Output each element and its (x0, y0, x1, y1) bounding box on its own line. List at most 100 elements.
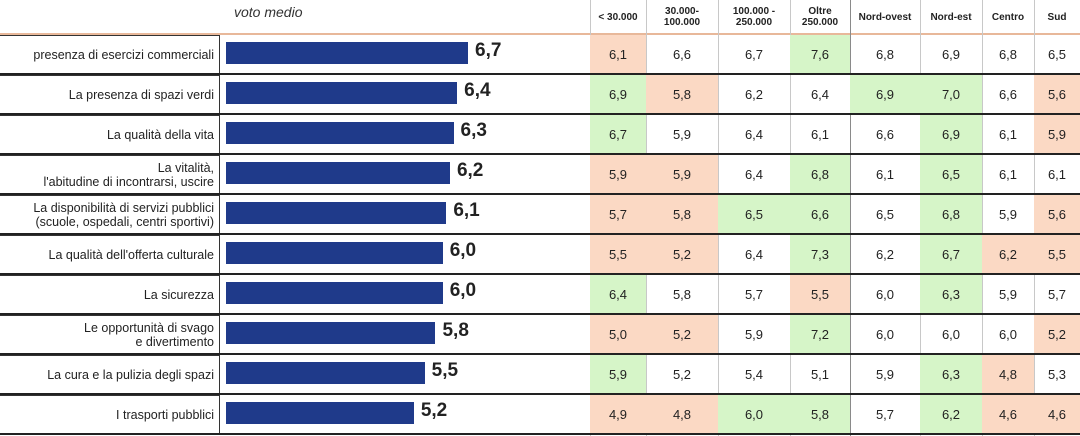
table-cell: 6,0 (875, 326, 895, 342)
table-cell: 6,6 (790, 195, 850, 233)
bar-value-label: 5,5 (431, 360, 459, 381)
header-rule (0, 33, 1080, 35)
table-cell: 5,6 (1034, 195, 1080, 233)
table-cell: 6,6 (875, 126, 895, 142)
table-cell: 6,9 (850, 75, 920, 113)
table-cell: 6,9 (941, 46, 961, 62)
row-separator (0, 153, 1080, 155)
table-cell: 6,6 (998, 86, 1018, 102)
chart-title: voto medio (234, 4, 303, 20)
table-cell: 6,1 (998, 166, 1018, 182)
table-cell: 6,1 (875, 166, 895, 182)
table-cell: 5,1 (810, 366, 830, 382)
row-separator (0, 313, 1080, 315)
table-cell: 6,7 (744, 46, 764, 62)
table-cell: 5,8 (646, 75, 718, 113)
table-row: La presenza di spazi verdi 6,4 6,9 5,8 6,2 6,… (0, 75, 1080, 115)
row-separator (0, 393, 1080, 395)
table-row: Le opportunità di svago e divertimento 5,… (0, 315, 1080, 355)
table-row: I trasporti pubblici 5,2 4,9 4,8 6,0 5,8 5,7 6,… (0, 395, 1080, 435)
bar (226, 122, 454, 144)
table-cell: 5,9 (875, 366, 895, 382)
table-cell: 5,9 (590, 355, 646, 393)
table-cell: 5,7 (590, 195, 646, 233)
table-cell: 6,3 (920, 275, 982, 313)
bar (226, 282, 443, 304)
table-header: voto medio < 30.000 30.000- 100.000 100.00… (0, 0, 1080, 34)
row-separator (0, 273, 1080, 275)
table-cell: 6,5 (920, 155, 982, 193)
table-cell: 4,8 (646, 395, 718, 433)
table-cell: 6,7 (920, 235, 982, 273)
column-header: Nord-est (930, 11, 972, 23)
table-cell: 4,9 (590, 395, 646, 433)
table-cell: 7,6 (790, 35, 850, 73)
table-cell: 6,4 (744, 126, 764, 142)
table-cell: 6,2 (875, 246, 895, 262)
bar-value-label: 6,0 (449, 280, 477, 301)
bar-value-label: 5,2 (420, 400, 448, 421)
bar (226, 42, 468, 64)
table-cell: 5,7 (875, 406, 895, 422)
table-cell: 5,4 (744, 366, 764, 382)
table-cell: 5,6 (1034, 75, 1080, 113)
table-cell: 5,2 (646, 235, 718, 273)
table-cell: 6,0 (875, 286, 895, 302)
table-row: La sicurezza 6,0 6,4 5,8 5,7 5,5 6,0 6,3 5,9 5,7 (0, 275, 1080, 315)
table-cell: 5,9 (590, 155, 646, 193)
table-row: La disponibilità di servizi pubblici (sc… (0, 195, 1080, 235)
category-label: La disponibilità di servizi pubblici (sc… (0, 195, 220, 235)
bar-value-label: 6,7 (475, 40, 502, 61)
bar (226, 322, 436, 344)
grid-line (850, 0, 851, 436)
table-cell: 6,2 (982, 235, 1034, 273)
bar (226, 82, 458, 104)
table-cell: 5,2 (1034, 315, 1080, 353)
category-label: I trasporti pubblici (0, 395, 220, 435)
bar (226, 202, 447, 224)
bar-value-label: 6,3 (460, 120, 487, 141)
table-cell: 5,9 (744, 326, 764, 342)
table-cell: 5,3 (1047, 366, 1067, 382)
category-label: Le opportunità di svago e divertimento (0, 315, 220, 355)
bar-value-label: 6,0 (449, 240, 477, 261)
grid-line (982, 0, 983, 436)
table-cell: 6,5 (875, 206, 895, 222)
table-cell: 6,5 (1047, 46, 1067, 62)
table-row: La cura e la pulizia degli spazi 5,5 5,9 5,… (0, 355, 1080, 395)
bar-value-label: 5,8 (442, 320, 469, 341)
table-cell: 6,4 (744, 246, 764, 262)
row-separator (0, 73, 1080, 75)
table-cell: 5,8 (646, 195, 718, 233)
bar (226, 162, 450, 184)
bar (226, 402, 414, 424)
table-cell: 5,5 (1034, 235, 1080, 273)
row-separator (0, 353, 1080, 355)
table-cell: 6,2 (920, 395, 982, 433)
table-cell: 5,9 (646, 155, 718, 193)
table-cell: 6,0 (718, 395, 790, 433)
table-cell: 6,9 (920, 115, 982, 153)
bar (226, 242, 443, 264)
table-cell: 6,0 (941, 326, 961, 342)
table-cell: 6,2 (744, 86, 764, 102)
row-separator (0, 113, 1080, 115)
table-cell: 5,7 (1047, 286, 1067, 302)
table-cell: 7,2 (790, 315, 850, 353)
table-cell: 6,4 (810, 86, 830, 102)
table-cell: 5,5 (590, 235, 646, 273)
table-row: La qualità dell'offerta culturale 6,0 5,5 5… (0, 235, 1080, 275)
table-cell: 5,2 (646, 315, 718, 353)
category-label: La cura e la pulizia degli spazi (0, 355, 220, 395)
table-cell: 4,6 (982, 395, 1034, 433)
column-header: Sud (1047, 11, 1067, 23)
table-cell: 6,4 (590, 275, 646, 313)
category-label: La qualità della vita (0, 115, 220, 155)
bar (226, 362, 425, 384)
table-cell: 5,7 (744, 286, 764, 302)
category-label: La vitalità, l'abitudine di incontrarsi,… (0, 155, 220, 195)
table-cell: 6,8 (920, 195, 982, 233)
column-header: 100.000 - 250.000 (732, 6, 776, 28)
table-row: La qualità della vita 6,3 6,7 5,9 6,4 6,1 6,6 6… (0, 115, 1080, 155)
table-cell: 6,7 (590, 115, 646, 153)
